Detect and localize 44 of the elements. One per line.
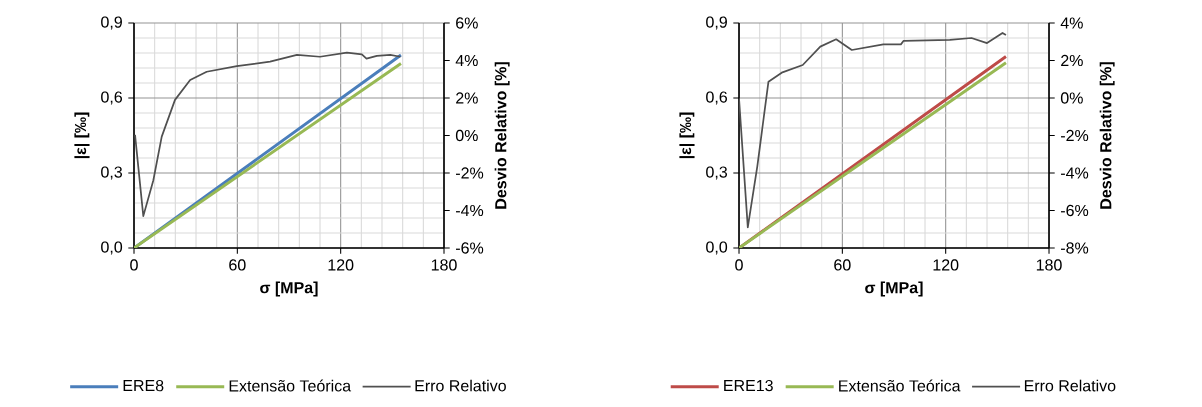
legend-label: Extensão Teórica bbox=[839, 379, 961, 392]
line-series bbox=[134, 51, 402, 217]
x-tick-label: 120 bbox=[933, 259, 959, 271]
y-axis-title: |ε| [‰] bbox=[74, 112, 90, 159]
y-tick-label: 0,0 bbox=[101, 241, 123, 255]
x-tick-label: 120 bbox=[328, 259, 354, 271]
line-series bbox=[739, 32, 1007, 229]
legend-label: Extensão Teórica bbox=[229, 379, 352, 392]
x-axis-title: σ [MPa] bbox=[260, 281, 318, 297]
legend-label: Erro Relativo bbox=[1024, 379, 1116, 392]
y2-tick-label: -6% bbox=[1061, 204, 1089, 217]
y2-tick-label: -2% bbox=[456, 167, 484, 179]
y-tick-label: 0,0 bbox=[706, 241, 728, 255]
y2-tick-label: -4% bbox=[1061, 167, 1089, 179]
y2-axis-title: Desvio Relativo [%] bbox=[1099, 62, 1115, 209]
y-tick-label: 0,9 bbox=[101, 16, 122, 30]
legend-label: ERE8 bbox=[123, 379, 164, 392]
legend-label: ERE13 bbox=[724, 379, 773, 392]
y-tick-label: 0,6 bbox=[101, 91, 123, 105]
y-tick-label: 0,3 bbox=[101, 166, 123, 180]
y2-tick-label: 2% bbox=[456, 92, 478, 104]
y2-tick-label: -8% bbox=[1061, 242, 1089, 254]
x-tick-label: 60 bbox=[834, 259, 851, 271]
x-tick-label: 0 bbox=[130, 259, 138, 271]
y2-tick-label: 0% bbox=[1060, 92, 1083, 104]
y2-tick-label: -6% bbox=[456, 242, 484, 254]
y2-tick-label: 0% bbox=[455, 129, 478, 142]
y2-tick-label: 2% bbox=[1061, 54, 1083, 67]
legend-label: Erro Relativo bbox=[415, 379, 506, 392]
x-axis-title: σ [MPa] bbox=[865, 281, 923, 297]
y-tick-label: 0,3 bbox=[706, 166, 728, 180]
y-tick-label: 0,9 bbox=[706, 16, 727, 30]
x-tick-label: 0 bbox=[735, 259, 743, 271]
y2-tick-label: 4% bbox=[1060, 17, 1083, 29]
y2-tick-label: 6% bbox=[456, 17, 478, 29]
y2-axis-title: Desvio Relativo [%] bbox=[494, 62, 510, 209]
x-tick-label: 180 bbox=[1036, 259, 1062, 271]
y2-tick-label: -4% bbox=[456, 204, 484, 217]
y2-tick-label: -2% bbox=[1061, 129, 1089, 142]
y-axis-title: |ε| [‰] bbox=[679, 112, 695, 159]
x-tick-label: 180 bbox=[431, 259, 457, 271]
x-tick-label: 60 bbox=[229, 259, 246, 271]
y2-tick-label: 4% bbox=[455, 54, 478, 67]
y-tick-label: 0,6 bbox=[706, 91, 728, 105]
